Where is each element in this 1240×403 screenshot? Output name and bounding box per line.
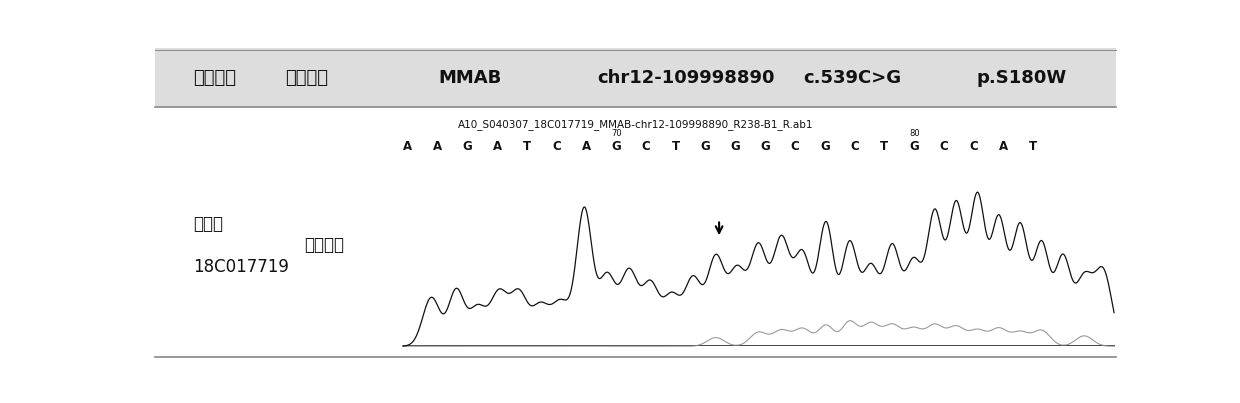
Text: T: T — [1029, 139, 1038, 153]
Text: A: A — [433, 139, 443, 153]
Text: G: G — [611, 139, 621, 153]
Text: G: G — [820, 139, 830, 153]
Text: G: G — [701, 139, 711, 153]
Text: chr12-109998890: chr12-109998890 — [596, 69, 775, 87]
Text: 范子逸: 范子逸 — [193, 215, 223, 233]
Text: C: C — [851, 139, 859, 153]
Text: T: T — [880, 139, 889, 153]
Text: 分析结果: 分析结果 — [285, 69, 327, 87]
Text: A10_S040307_18C017719_MMAB-chr12-109998890_R238-B1_R.ab1: A10_S040307_18C017719_MMAB-chr12-1099988… — [458, 119, 813, 130]
Text: T: T — [672, 139, 680, 153]
Text: G: G — [730, 139, 740, 153]
Text: A: A — [492, 139, 502, 153]
Text: 18C017719: 18C017719 — [193, 258, 289, 276]
Text: C: C — [791, 139, 800, 153]
Text: A: A — [403, 139, 413, 153]
Text: C: C — [641, 139, 651, 153]
Text: G: G — [909, 139, 919, 153]
Text: 80: 80 — [909, 129, 920, 137]
Text: 分析样本: 分析样本 — [193, 69, 237, 87]
Text: c.539C>G: c.539C>G — [804, 69, 901, 87]
Text: 70: 70 — [611, 129, 621, 137]
FancyBboxPatch shape — [155, 48, 1116, 107]
Text: A: A — [999, 139, 1008, 153]
Text: C: C — [940, 139, 949, 153]
Text: A: A — [582, 139, 591, 153]
Text: C: C — [552, 139, 560, 153]
Text: p.S180W: p.S180W — [977, 69, 1066, 87]
Text: G: G — [463, 139, 472, 153]
Text: C: C — [970, 139, 978, 153]
Text: 杂合变异: 杂合变异 — [304, 237, 343, 254]
Text: G: G — [760, 139, 770, 153]
Text: T: T — [523, 139, 531, 153]
Text: MMAB: MMAB — [439, 69, 502, 87]
